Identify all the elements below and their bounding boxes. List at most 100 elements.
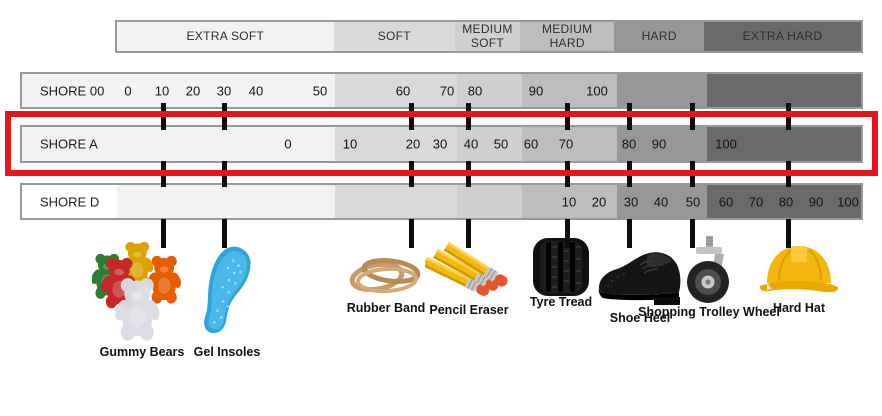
example-icon-wrap [530,237,592,297]
scale-value: 30 [432,136,448,152]
category-medium-hard: MEDIUM HARD [519,22,615,51]
band-extra-hard [707,74,861,107]
band-extra-soft [117,127,335,161]
example-icon-wrap [347,253,425,297]
hard-hat-icon [759,246,839,293]
example-item-gummy-bears: Gummy Bears [67,241,217,363]
category-label: SOFT [377,28,411,43]
tick-mark [409,219,414,248]
gel-insole-icon [204,246,251,334]
example-label: Hard Hat [772,301,826,315]
scale-value: 30 [623,194,639,209]
band-extra-hard [707,127,861,161]
scale-value: 60 [395,83,411,98]
category-extra-hard: EXTRA HARD [703,22,861,51]
scale-value: 60 [718,194,734,209]
example-item-pencil-eraser: Pencil Eraser [394,240,544,321]
category-label: HARD [641,28,677,43]
scale-value: 40 [653,194,669,209]
band-soft [335,185,457,218]
scale-value: 10 [561,194,577,209]
scale-value: 60 [523,136,539,152]
example-icon-wrap [680,236,738,306]
example-label: Rubber Band [346,301,426,315]
example-icon-wrap [756,240,842,298]
category-label: MEDIUM SOFT [462,22,513,50]
tick-mark [786,219,791,248]
scale-value: 80 [467,83,483,98]
band-extra-hard [707,185,861,218]
example-item-shopping-trolley-wheel: Shopping Trolley Wheel [634,236,784,323]
example-label: Gel Insoles [193,345,261,359]
tick-mark [161,219,166,248]
shoe-heel-icon [598,252,681,305]
category-hard: HARD [614,22,704,51]
scale-value: 20 [405,136,421,152]
band-medium-hard [522,127,617,161]
shore-a-highlight-box [5,111,878,176]
row-label: SHORE D [40,194,100,209]
scale-row-shore-00: SHORE 00 0 10 20 30 40 50 60 70 80 90 100 [20,72,863,109]
scale-value: 50 [312,83,328,98]
band-extra-soft [117,74,335,107]
scale-value: 80 [621,136,637,152]
example-item-shoe-heel: Shoe Heel [565,243,715,329]
scale-value: 90 [808,194,824,209]
scale-value: 0 [124,83,132,98]
scale-value: 40 [463,136,479,152]
scale-value: 90 [651,136,667,152]
category-label: EXTRA SOFT [186,28,265,43]
scale-value: 100 [715,136,737,152]
example-label: Gummy Bears [99,345,185,359]
scale-value: 10 [154,83,170,98]
example-icon-wrap [198,244,256,338]
scale-value: 70 [439,83,455,98]
band-extra-soft [117,185,335,218]
hardness-category-header: EXTRA SOFT SOFT MEDIUM SOFT MEDIUM HARD HARD… [115,20,863,53]
band-hard [617,185,707,218]
band-soft [335,127,457,161]
band-medium-soft [457,127,522,161]
band-medium-soft [457,185,522,218]
scale-value: 0 [284,136,292,152]
row-label: SHORE A [40,136,98,152]
scale-value: 40 [248,83,264,98]
row-label-zone [22,127,117,161]
example-item-tyre-tread: Tyre Tread [486,237,636,313]
band-medium-soft [457,74,522,107]
example-label: Shoe Heel [609,311,671,325]
tick-mark [690,219,695,248]
example-label: Pencil Eraser [429,303,509,317]
example-item-hard-hat: Hard Hat [724,240,874,319]
trolley-wheel-icon [687,236,729,303]
band-soft [335,74,457,107]
scale-row-shore-d: SHORE D 10 20 30 40 50 60 70 80 90 100 [20,183,863,220]
scale-value: 70 [558,136,574,152]
rubber-band-icon [349,258,421,294]
scale-value: 80 [778,194,794,209]
tick-mark [565,219,570,248]
row-label-zone [22,74,117,107]
band-medium-hard [522,74,617,107]
scale-row-shore-a: SHORE A 0 10 20 30 40 50 60 70 80 90 100 [20,125,863,163]
scale-value: 100 [837,194,859,209]
tyre-tread-icon [533,238,589,296]
scale-value: 50 [685,194,701,209]
scale-value: 20 [185,83,201,98]
example-icon-wrap [596,243,684,307]
scale-value: 20 [591,194,607,209]
category-label: EXTRA HARD [742,28,823,43]
band-hard [617,127,707,161]
example-item-rubber-band: Rubber Band [311,253,461,319]
example-label: Shopping Trolley Wheel [638,305,780,319]
scale-value: 100 [586,83,608,98]
example-label: Tyre Tread [529,295,593,309]
band-medium-hard [522,185,617,218]
row-label: SHORE 00 [40,83,105,98]
scale-value: 50 [493,136,509,152]
category-soft: SOFT [333,22,455,51]
row-label-zone [22,185,117,218]
scale-value: 90 [528,83,544,98]
tick-mark [466,219,471,248]
